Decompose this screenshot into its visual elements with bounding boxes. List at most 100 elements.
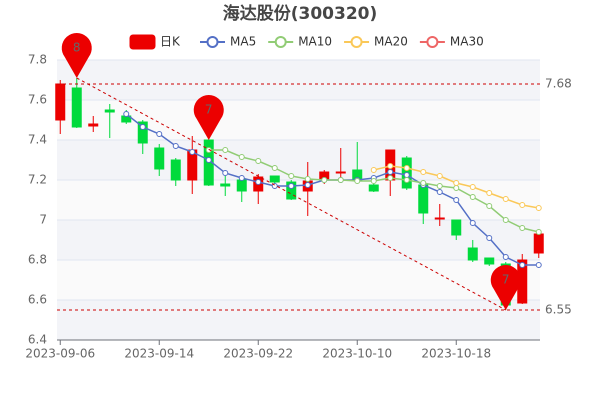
legend-label: MA20 (374, 35, 408, 49)
ma-point (502, 217, 509, 223)
ma-point (420, 169, 427, 175)
ma-point (238, 175, 245, 181)
ma-point (288, 173, 295, 179)
ma-point (304, 176, 311, 182)
ma-point (123, 111, 130, 117)
mark-pin-label: 7 (502, 273, 510, 287)
ma-point (238, 154, 245, 160)
candle-body (451, 219, 462, 236)
ma-point (222, 170, 229, 176)
ma-point (304, 182, 311, 188)
candle-body (467, 247, 478, 261)
split-area (57, 60, 540, 100)
ma-point (337, 177, 344, 183)
mark-pin-label: 8 (73, 41, 81, 55)
ma-point (519, 225, 526, 231)
ma-point (436, 189, 443, 195)
candle-body (137, 121, 148, 144)
ma-point (387, 163, 394, 169)
ma-point (370, 167, 377, 173)
ma-point (469, 220, 476, 226)
legend-marker (206, 36, 219, 48)
ma-point (205, 157, 212, 163)
candle-body (434, 217, 445, 220)
candle-body (335, 171, 346, 174)
legend-marker (426, 36, 439, 48)
candle-body (170, 159, 181, 181)
ma-point (519, 262, 526, 268)
candle-body (236, 179, 247, 192)
x-tick-label: 2023-09-06 (25, 347, 95, 361)
legend-label: MA30 (450, 35, 484, 49)
y-tick-label: 7.8 (28, 53, 47, 67)
ma-point (535, 262, 542, 268)
ma-point (453, 197, 460, 203)
ma-point (205, 147, 212, 153)
y-tick-label: 7 (39, 213, 47, 227)
candle-body (484, 257, 495, 265)
ma-point (172, 143, 179, 149)
ma-point (403, 177, 410, 183)
ma-point (139, 124, 146, 130)
ma-point (189, 149, 196, 155)
candle-body (154, 147, 165, 170)
mark-pin (490, 265, 521, 310)
ma-point (486, 190, 493, 196)
ma-point (436, 173, 443, 179)
legend-label: MA5 (230, 35, 256, 49)
x-tick-label: 2023-09-22 (223, 347, 293, 361)
candle-body (286, 181, 297, 200)
split-area (57, 100, 540, 140)
ma-point (502, 196, 509, 202)
ma-point (370, 178, 377, 184)
y-tick-label: 6.6 (28, 293, 47, 307)
ma-point (486, 203, 493, 209)
candle-body (533, 233, 544, 254)
legend-marker (350, 36, 363, 48)
ma-point (271, 165, 278, 171)
ma-point (469, 184, 476, 190)
ma-point (403, 165, 410, 171)
candle-body (55, 83, 66, 121)
mark-pin (61, 33, 92, 78)
ma-point (486, 235, 493, 241)
candle-body (220, 183, 231, 187)
x-tick-label: 2023-09-14 (124, 347, 194, 361)
ma-point (502, 254, 509, 260)
ma-point (420, 180, 427, 186)
ma-point (519, 202, 526, 208)
legend-label: MA10 (298, 35, 332, 49)
ma-point (387, 175, 394, 181)
ma-point (453, 180, 460, 186)
split-area (57, 300, 540, 340)
mark-line-label: 6.55 (545, 303, 572, 317)
ma-point (469, 194, 476, 200)
split-area (57, 260, 540, 300)
ma-point (354, 178, 361, 184)
mark-pin (193, 95, 224, 140)
split-area (57, 180, 540, 220)
split-area (57, 220, 540, 260)
ma-point (255, 179, 262, 185)
ma-point (453, 185, 460, 191)
chart-title: 海达股份(300320) (223, 3, 378, 24)
ma-point (535, 229, 542, 235)
ma-point (403, 172, 410, 178)
y-tick-label: 7.4 (28, 133, 47, 147)
y-tick-label: 7.6 (28, 93, 47, 107)
mark-pin-label: 7 (205, 103, 213, 117)
legend-swatch (129, 34, 156, 50)
candle-body (418, 184, 429, 214)
ma-point (535, 205, 542, 211)
x-tick-label: 2023-10-18 (421, 347, 491, 361)
legend-label: 日K (160, 35, 181, 49)
y-tick-label: 6.4 (28, 333, 47, 347)
ma-point (255, 158, 262, 164)
candle-body (88, 123, 99, 127)
candle-body (71, 87, 82, 128)
ma-point (387, 169, 394, 175)
ma-point (156, 131, 163, 137)
candle-body (269, 175, 280, 183)
mark-line-label: 7.68 (545, 77, 572, 91)
